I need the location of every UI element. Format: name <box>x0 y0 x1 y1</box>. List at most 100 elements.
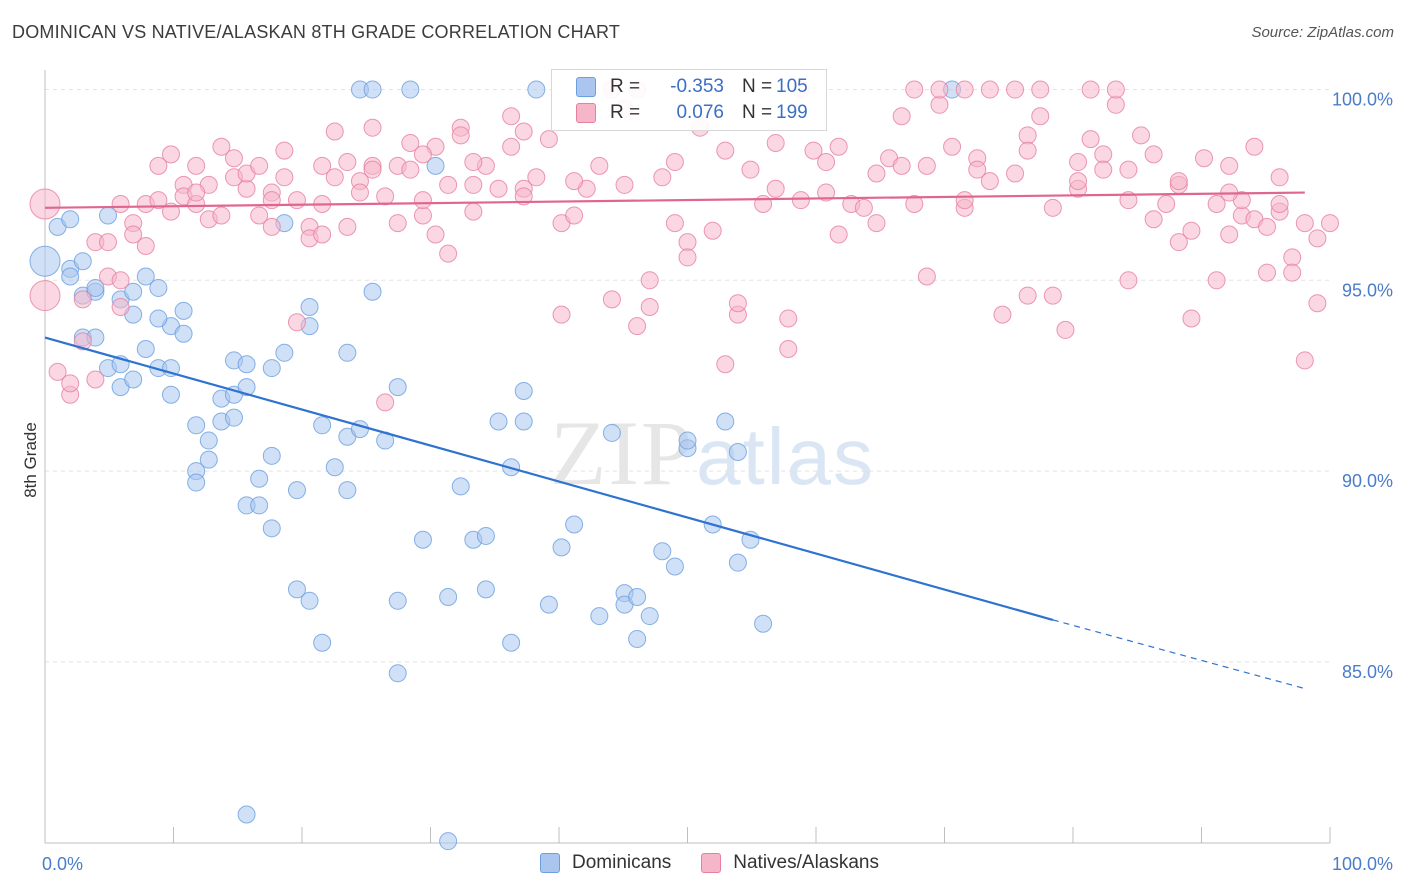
source-label: Source: ZipAtlas.com <box>1251 24 1394 41</box>
dominican-point <box>161 385 180 404</box>
dominican-point <box>136 267 155 286</box>
chart-title: DOMINICAN VS NATIVE/ALASKAN 8TH GRADE CO… <box>12 22 621 42</box>
native-point <box>1132 126 1151 145</box>
dominican-point <box>665 557 684 576</box>
y-tick-label: 85.0% <box>1342 662 1393 682</box>
native-point <box>1308 229 1327 248</box>
native-point <box>716 355 735 374</box>
native-point <box>741 160 760 179</box>
native-point <box>980 80 999 99</box>
native-point <box>514 187 533 206</box>
native-point <box>968 160 987 179</box>
legend-n-value: 199 <box>776 102 808 123</box>
native-point <box>149 156 168 175</box>
native-point <box>1144 145 1163 164</box>
native-point <box>1308 294 1327 313</box>
dominican-trend-extension <box>1052 619 1305 690</box>
native-point <box>250 156 269 175</box>
native-point <box>149 191 168 210</box>
native-point <box>1182 221 1201 240</box>
native-point <box>779 309 798 328</box>
series-legend: Dominicans Natives/Alaskans <box>540 852 909 874</box>
dominican-point <box>539 595 558 614</box>
native-point <box>867 164 886 183</box>
legend-n-label: N = <box>742 76 773 97</box>
native-point <box>1106 80 1125 99</box>
dominican-point <box>199 450 218 469</box>
native-point <box>61 374 80 393</box>
dominican-point <box>149 278 168 297</box>
legend-r-value: 0.076 <box>676 102 724 123</box>
native-point <box>502 107 521 126</box>
native-point <box>1094 145 1113 164</box>
native-point <box>502 137 521 156</box>
native-point <box>1069 172 1088 191</box>
native-point <box>1069 153 1088 172</box>
dominican-point <box>388 591 407 610</box>
dominican-point <box>262 446 281 465</box>
dominican-point <box>602 423 621 442</box>
native-point <box>287 313 306 332</box>
dominican-point <box>388 378 407 397</box>
native-point <box>1220 156 1239 175</box>
y-tick-label: 95.0% <box>1342 280 1393 300</box>
dominican-point <box>250 496 269 515</box>
native-point <box>1207 195 1226 214</box>
native-point <box>804 141 823 160</box>
dominican-point <box>728 443 747 462</box>
dominican-point <box>628 629 647 648</box>
native-point <box>829 225 848 244</box>
trend-lines <box>44 191 1305 690</box>
native-point <box>791 191 810 210</box>
native-point <box>136 236 155 255</box>
native-point <box>73 332 92 351</box>
native-point <box>716 141 735 160</box>
native-point <box>1056 320 1075 339</box>
native-point <box>628 317 647 336</box>
legend-row-dominicans: R = -0.353 N = 105 <box>576 74 808 100</box>
native-point <box>29 280 61 312</box>
dominican-point <box>640 607 659 626</box>
native-point <box>363 160 382 179</box>
native-point <box>728 294 747 313</box>
legend-swatch-dominicans <box>576 77 596 97</box>
native-point <box>678 233 697 252</box>
y-axis-label: 8th Grade <box>21 422 40 498</box>
native-point <box>943 137 962 156</box>
legend-item-dominicans[interactable]: Dominicans <box>540 852 671 874</box>
native-point <box>464 153 483 172</box>
native-point <box>905 80 924 99</box>
dominican-point <box>199 431 218 450</box>
native-point <box>111 195 130 214</box>
native-point <box>124 225 143 244</box>
native-point <box>640 271 659 290</box>
native-point <box>1169 233 1188 252</box>
native-point <box>426 225 445 244</box>
x-tick-label: 0.0% <box>42 854 83 874</box>
dominican-point <box>565 515 584 534</box>
native-point <box>338 153 357 172</box>
dominican-point <box>439 832 458 851</box>
native-point <box>703 221 722 240</box>
dominican-point <box>187 473 206 492</box>
y-tick-label: 90.0% <box>1342 471 1393 491</box>
native-point <box>48 362 67 381</box>
legend-swatch-natives <box>576 103 596 123</box>
dominican-point <box>262 359 281 378</box>
dominican-point <box>313 416 332 435</box>
legend-item-natives[interactable]: Natives/Alaskans <box>701 852 879 874</box>
dominican-point <box>502 633 521 652</box>
dominican-point <box>124 370 143 389</box>
native-point <box>376 187 395 206</box>
native-point <box>930 95 949 114</box>
dominican-point <box>287 580 306 599</box>
native-point <box>250 206 269 225</box>
native-point <box>1018 286 1037 305</box>
dominican-point <box>401 80 420 99</box>
native-point <box>1182 309 1201 328</box>
native-point <box>338 217 357 236</box>
native-point <box>187 156 206 175</box>
native-point <box>1144 210 1163 229</box>
native-point <box>602 290 621 309</box>
native-point <box>1295 214 1314 233</box>
